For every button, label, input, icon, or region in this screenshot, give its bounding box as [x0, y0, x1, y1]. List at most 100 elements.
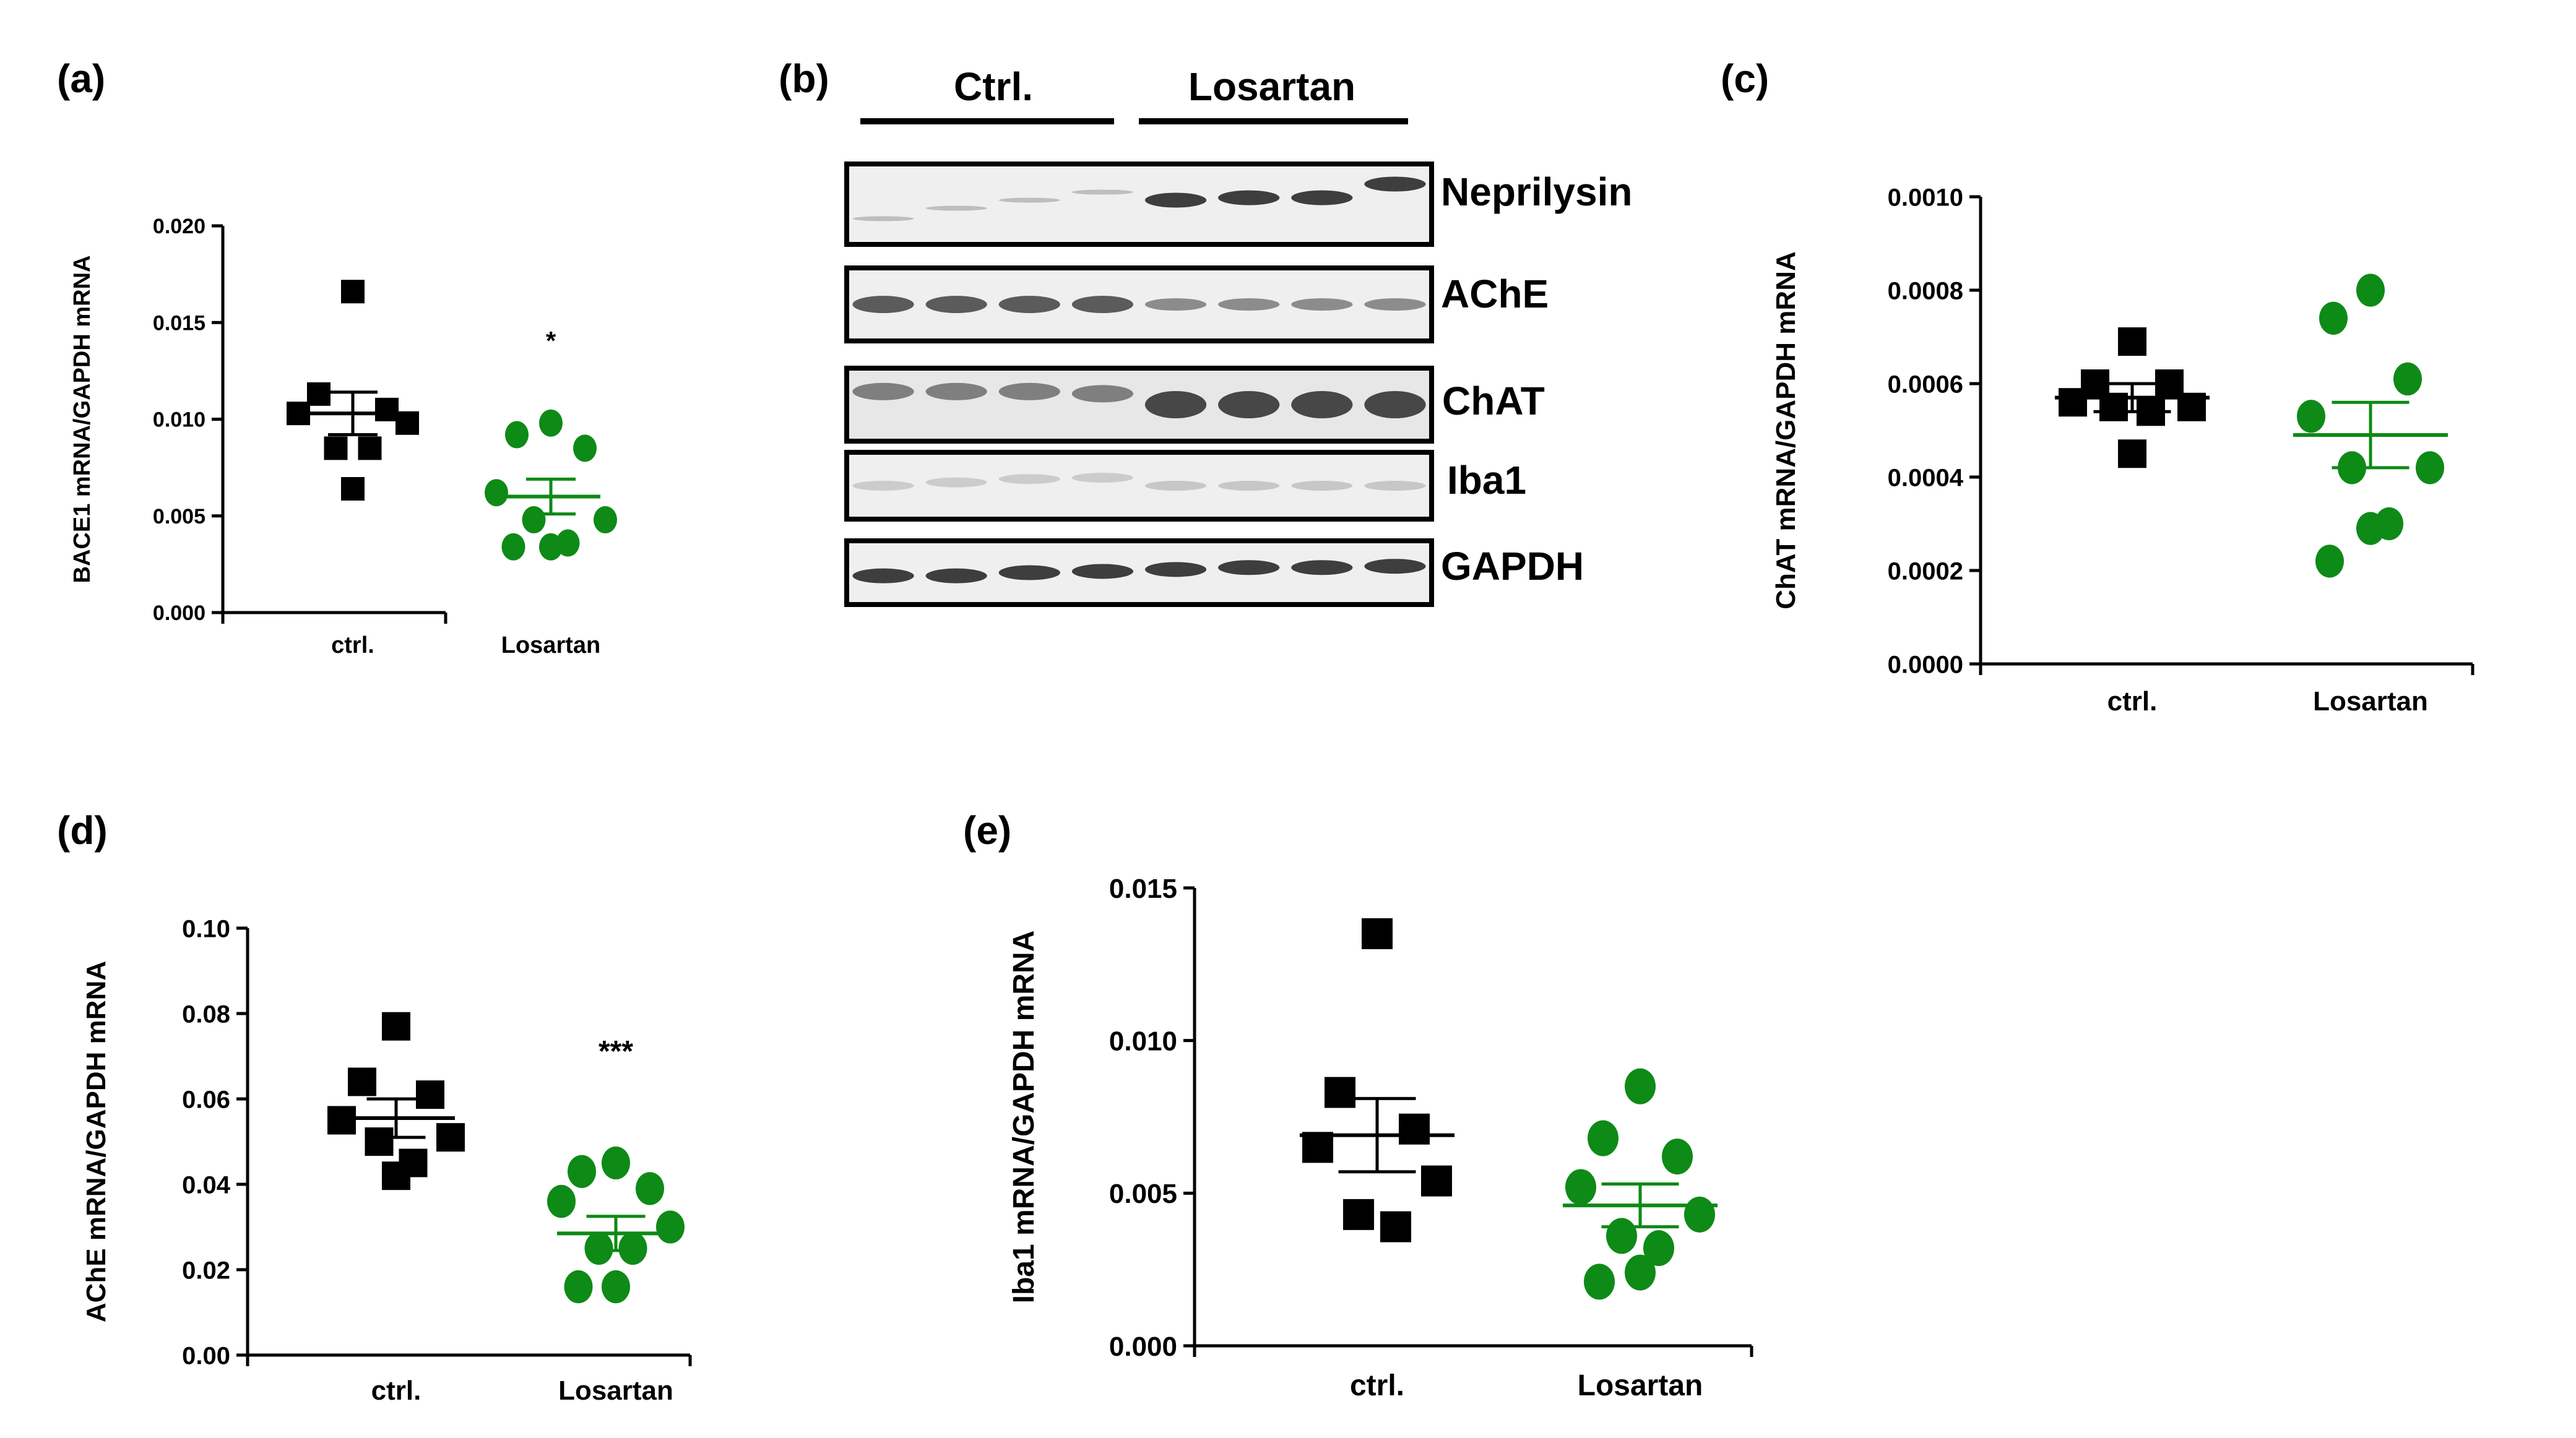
- blot-band: [1071, 189, 1134, 195]
- data-point-square: [324, 436, 348, 460]
- data-point-circle: [2393, 362, 2422, 396]
- data-point-circle: [2315, 545, 2344, 578]
- blot-band: [1218, 298, 1280, 311]
- blot-band: [998, 382, 1060, 400]
- data-point-square: [341, 280, 365, 304]
- data-point-circle: [1625, 1068, 1656, 1104]
- data-point-square: [436, 1123, 465, 1152]
- y-tick-label: 0.010: [1109, 1027, 1177, 1057]
- data-point-square: [365, 1127, 394, 1156]
- data-point-circle: [584, 1231, 613, 1265]
- blot-row: Neprilysin: [844, 161, 1632, 247]
- blot-band: [1218, 190, 1280, 205]
- blot-band: [1291, 190, 1353, 205]
- data-point-circle: [1625, 1254, 1656, 1291]
- blot-band: [998, 565, 1060, 580]
- x-category-label: Losartan: [558, 1376, 673, 1406]
- data-point-circle: [656, 1210, 685, 1244]
- blot-band: [1218, 481, 1280, 491]
- data-point-circle: [564, 1270, 593, 1304]
- data-point-square: [327, 1106, 356, 1135]
- data-point-square: [1302, 1132, 1333, 1163]
- blot-band: [852, 481, 914, 491]
- blot-band: [1071, 473, 1134, 483]
- panel-label-c: (c): [1721, 56, 1770, 101]
- significance-annotation: ***: [599, 1035, 633, 1068]
- blot-band: [925, 205, 987, 211]
- data-point-circle: [547, 1184, 576, 1218]
- blot-band: [1144, 192, 1207, 208]
- blot-band: [1291, 481, 1353, 491]
- protein-label: AChE: [1441, 272, 1549, 316]
- y-tick-label: 0.06: [182, 1086, 230, 1113]
- panel-label-e: (e): [963, 808, 1012, 853]
- y-tick-label: 0.04: [182, 1171, 231, 1199]
- data-point-square: [382, 1012, 410, 1041]
- data-point-circle: [2356, 273, 2385, 307]
- y-tick-label: 0.02: [182, 1257, 230, 1284]
- data-point-circle: [1606, 1218, 1637, 1254]
- protein-label: ChAT: [1442, 379, 1545, 423]
- blot-band: [1218, 391, 1280, 418]
- data-point-circle: [1565, 1169, 1596, 1205]
- x-category-label: Losartan: [1578, 1369, 1703, 1402]
- panel-label-d: (d): [57, 808, 108, 853]
- data-point-circle: [636, 1172, 664, 1205]
- blot-band: [1071, 296, 1134, 313]
- data-point-square: [1380, 1211, 1411, 1242]
- data-point-circle: [1643, 1230, 1674, 1267]
- x-category-label: ctrl.: [2107, 686, 2158, 717]
- blot-row: GAPDH: [844, 538, 1584, 607]
- y-tick-label: 0.08: [182, 1001, 230, 1028]
- data-point-circle: [568, 1155, 596, 1188]
- blot-band: [1364, 481, 1426, 491]
- y-tick-label: 0.0010: [1888, 184, 1963, 211]
- y-tick-label: 0.005: [153, 505, 205, 528]
- data-point-square: [1421, 1165, 1452, 1197]
- x-category-label: Losartan: [501, 632, 600, 658]
- data-point-circle: [602, 1146, 630, 1180]
- y-axis-label: BACE1 mRNA/GAPDH mRNA: [69, 256, 95, 583]
- data-point-circle: [1588, 1120, 1619, 1156]
- data-point-circle: [602, 1270, 630, 1304]
- y-tick-label: 0.015: [153, 311, 205, 335]
- data-point-circle: [573, 434, 597, 462]
- blot-band: [1144, 391, 1207, 418]
- chart-d: 0.00 0.02 0.04 0.06 0.08 0.10 ctrl. Losartan ACh…: [81, 915, 692, 1406]
- blot-band: [925, 382, 987, 400]
- blot-band: [1364, 176, 1426, 192]
- data-point-circle: [2297, 400, 2325, 433]
- y-tick-label: 0.0006: [1888, 371, 1963, 398]
- y-tick-label: 0.000: [1109, 1332, 1177, 1362]
- data-point-circle: [539, 533, 563, 561]
- data-point-square: [2059, 388, 2087, 417]
- blot-row: ChAT: [844, 366, 1545, 444]
- data-point-circle: [2319, 301, 2348, 335]
- y-tick-label: 0.000: [153, 601, 205, 625]
- y-tick-label: 0.10: [182, 915, 230, 942]
- significance-annotation: *: [546, 326, 556, 355]
- data-point-square: [375, 397, 399, 421]
- blot-band: [852, 216, 914, 222]
- blot-band: [1291, 560, 1353, 575]
- chart-a: 0.000 0.005 0.010 0.015 0.020 ctrl. Losartan BA…: [69, 215, 617, 658]
- data-point-circle: [1662, 1139, 1693, 1175]
- y-axis-label: Iba1 mRNA/GAPDH mRNA: [1008, 931, 1040, 1304]
- data-point-circle: [1584, 1264, 1615, 1300]
- blot-band: [1144, 481, 1207, 491]
- blot-band: [1071, 564, 1134, 579]
- x-category-label: ctrl.: [1350, 1369, 1404, 1402]
- data-point-circle: [485, 479, 508, 507]
- data-point-circle: [594, 506, 617, 534]
- blot-band: [852, 382, 914, 400]
- y-axis-label: ChAT mRNA/GAPDH mRNA: [1771, 251, 1801, 609]
- data-point-circle: [2356, 512, 2385, 545]
- protein-label: GAPDH: [1441, 544, 1584, 588]
- y-tick-label: 0.0008: [1888, 277, 1963, 304]
- data-point-circle: [618, 1231, 647, 1265]
- western-blot: Neprilysin AChE ChAT Iba1 GAPDH Ctrl. Losartan: [844, 64, 1632, 607]
- chart-c: 0.0000 0.0002 0.0004 0.0006 0.0008 0.0010 ctrl…: [1771, 184, 2474, 717]
- data-point-square: [358, 436, 382, 460]
- y-tick-label: 0.0000: [1888, 651, 1963, 678]
